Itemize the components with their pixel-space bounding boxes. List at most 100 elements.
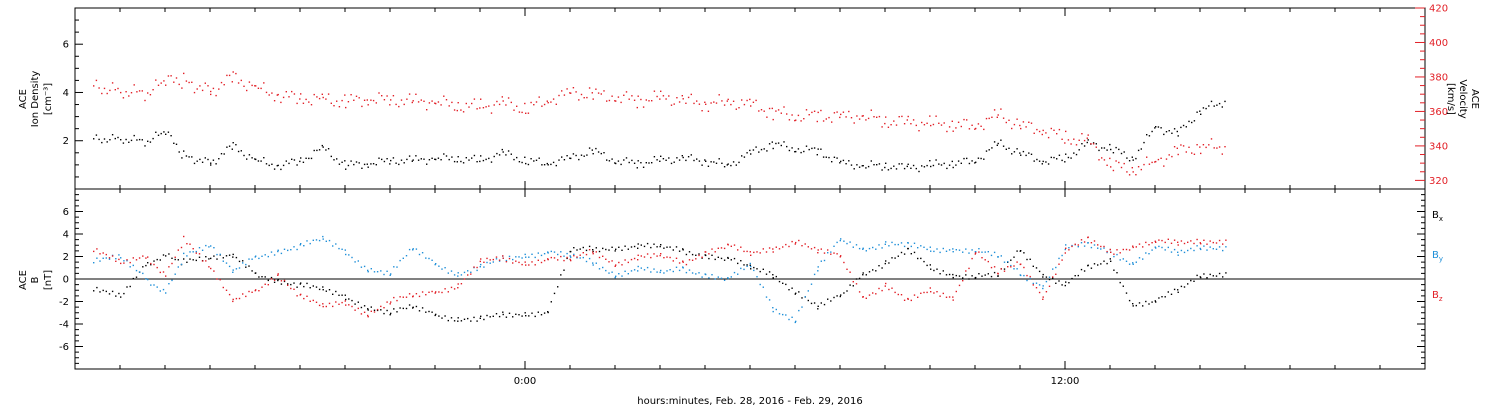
data-point [615,264,617,266]
data-point [588,87,591,89]
data-point [186,261,188,263]
data-point [858,166,861,168]
data-point [660,244,662,246]
data-point [592,251,594,253]
data-point [338,247,340,250]
data-point [527,163,530,166]
data-point [95,134,98,136]
data-point [1068,282,1070,284]
data-point [603,152,605,154]
data-point [1132,246,1134,249]
data-point [1048,285,1051,287]
data-point [415,155,417,157]
data-point [1173,288,1176,291]
data-point [125,138,127,141]
data-point [823,252,826,254]
data-point [726,100,728,102]
data-point [232,256,234,258]
data-point [354,309,356,311]
data-point [801,245,803,247]
data-point [535,159,538,161]
data-point [130,92,133,94]
data-point [498,260,501,262]
data-point [997,273,999,275]
data-point [850,164,853,166]
data-point [428,257,430,260]
data-point [1216,147,1218,149]
data-point [746,265,748,267]
data-point [1225,272,1227,274]
data-point [1218,146,1221,148]
data-point [141,90,143,92]
data-point [412,100,414,102]
data-point [355,95,358,97]
data-point [126,286,128,288]
data-point [315,239,318,241]
data-point [765,273,768,275]
data-point [758,151,760,153]
data-point [637,259,639,261]
data-point [534,315,536,318]
data-point [865,297,867,299]
data-point [1081,143,1083,145]
data-point [777,142,780,144]
data-point [1083,139,1086,142]
top-right-tick-label: 340 [1429,141,1448,152]
data-point [1109,258,1111,260]
data-point [893,120,895,122]
data-point [507,97,510,99]
data-point [682,266,684,268]
legend-By: By [1432,250,1443,263]
data-point [1100,245,1102,248]
data-point [743,268,745,271]
data-point [1030,122,1033,124]
data-point [993,251,996,254]
data-point [178,151,180,153]
data-point [463,271,466,274]
data-point [659,160,661,162]
data-point [614,100,616,102]
data-point [531,253,533,255]
data-point [1092,142,1095,144]
data-point [1140,148,1142,150]
data-point [650,246,652,249]
data-point [1222,249,1224,252]
data-point [1143,141,1145,144]
data-point [426,109,428,111]
data-point [624,259,626,261]
data-point [627,248,629,250]
data-point [383,273,385,276]
data-point [813,147,816,149]
data-point [592,253,594,255]
data-point [1005,121,1007,124]
data-point [822,120,825,122]
data-point [1119,252,1121,254]
data-point [888,262,890,264]
data-point [943,122,945,124]
data-point [1180,144,1182,146]
data-point [1180,126,1182,129]
data-point [360,266,363,268]
data-point [102,257,104,259]
data-point [547,311,549,313]
data-point [550,301,552,303]
data-point [528,264,530,266]
data-point [1064,142,1066,144]
data-point [917,257,919,260]
data-point [952,130,954,132]
data-point [118,258,120,261]
data-point [804,243,806,245]
data-point [771,141,773,143]
data-point [322,235,324,238]
data-point [550,256,552,259]
data-point [332,245,334,247]
data-point [746,250,748,253]
data-point [1100,248,1102,250]
data-point [741,155,743,157]
data-point [390,159,392,162]
data-point [642,106,645,108]
data-point [760,148,763,151]
data-point [1098,159,1100,161]
data-point [687,156,690,158]
